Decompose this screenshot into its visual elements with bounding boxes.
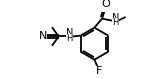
Text: H: H <box>66 34 73 43</box>
Text: N: N <box>39 32 47 41</box>
Text: N: N <box>112 13 119 23</box>
Text: H: H <box>112 18 119 27</box>
Text: O: O <box>101 0 110 9</box>
Text: N: N <box>66 28 73 38</box>
Text: F: F <box>96 66 103 76</box>
